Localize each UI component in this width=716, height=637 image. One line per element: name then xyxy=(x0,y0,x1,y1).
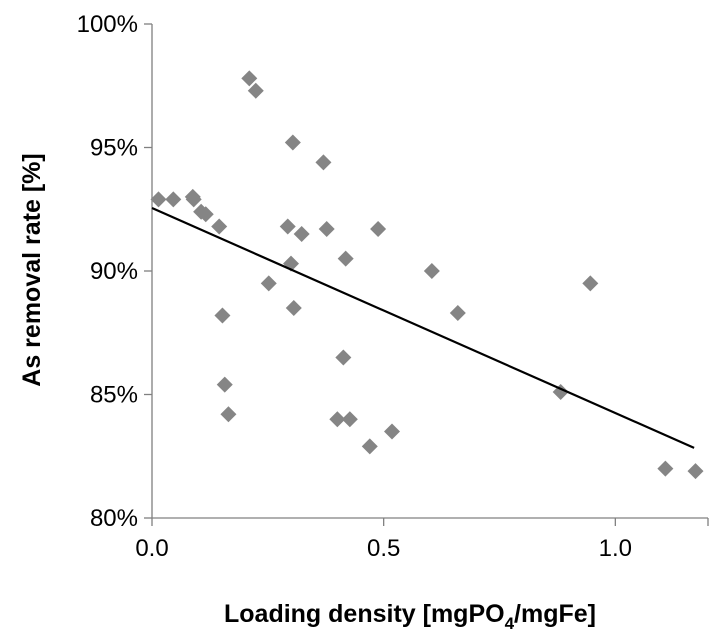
data-point xyxy=(337,250,354,267)
data-point xyxy=(582,275,599,292)
data-point xyxy=(370,221,387,238)
x-axis-title-unit: /mgFe] xyxy=(514,600,596,628)
y-tick-label: 85% xyxy=(90,382,138,409)
data-point xyxy=(384,423,401,440)
data-point xyxy=(335,349,352,366)
y-axis-title: As removal rate [%] xyxy=(18,153,46,386)
x-tick-label: 0.0 xyxy=(135,535,168,562)
data-point xyxy=(329,411,346,428)
y-tick-label: 100% xyxy=(77,11,138,38)
data-point xyxy=(315,154,332,171)
trendline xyxy=(151,207,695,449)
data-point xyxy=(260,275,277,292)
data-point xyxy=(657,460,674,477)
data-point xyxy=(449,304,466,321)
x-axis-title-main: Loading density [mgPO xyxy=(224,600,505,628)
data-point xyxy=(214,307,231,324)
data-point xyxy=(247,82,264,99)
data-points xyxy=(150,70,704,480)
y-tick-label: 90% xyxy=(90,258,138,285)
data-point xyxy=(197,206,214,223)
x-tick-label: 1.0 xyxy=(599,535,632,562)
x-axis-title-subscript: 4 xyxy=(505,614,515,633)
data-point xyxy=(241,70,258,87)
data-point xyxy=(211,218,228,235)
x-axis-ticks: 0.0 0.5 1.0 xyxy=(135,518,709,562)
data-point xyxy=(687,463,704,480)
data-point xyxy=(423,263,440,279)
y-tick-label: 80% xyxy=(90,505,138,532)
y-tick-label: 95% xyxy=(90,135,138,162)
data-point xyxy=(185,191,202,208)
data-point xyxy=(341,411,358,428)
data-point xyxy=(293,225,310,242)
data-point xyxy=(279,218,296,235)
axis-frame xyxy=(151,24,708,519)
y-axis-ticks: 80% 85% 90% 95% 100% xyxy=(77,11,152,532)
x-tick-label: 0.5 xyxy=(367,535,400,562)
data-point xyxy=(220,406,237,423)
x-axis-title: Loading density [mgPO4/mgFe] xyxy=(224,600,596,633)
data-point xyxy=(150,191,167,208)
data-point xyxy=(361,438,378,455)
data-point xyxy=(165,191,182,208)
data-point xyxy=(284,134,301,151)
data-point xyxy=(285,300,302,317)
data-point xyxy=(318,221,335,238)
data-point xyxy=(216,376,233,393)
